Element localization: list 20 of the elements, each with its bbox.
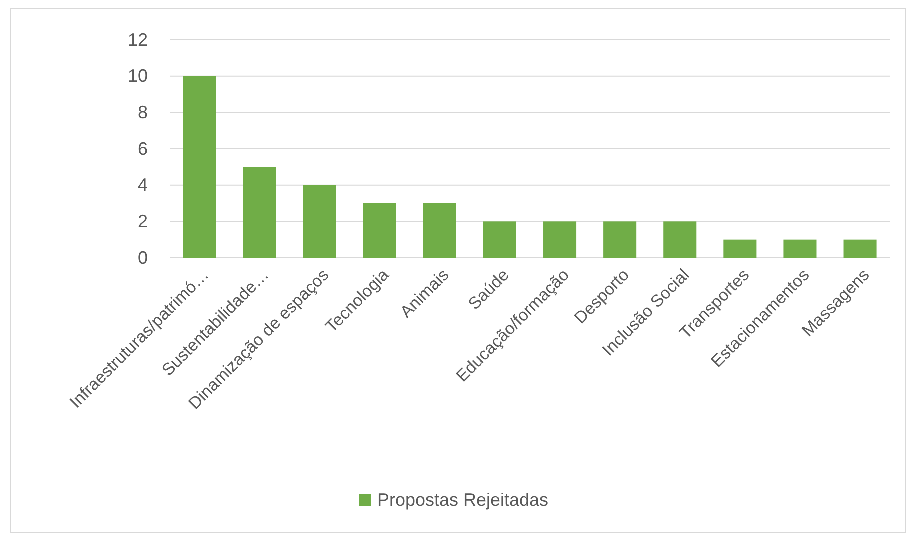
bar [423, 204, 456, 258]
bar [844, 240, 877, 258]
bar [544, 222, 577, 258]
bar [183, 76, 216, 258]
bar [724, 240, 757, 258]
y-tick-label: 2 [138, 211, 148, 232]
bar [243, 167, 276, 258]
y-tick-label: 0 [138, 248, 148, 268]
bar [303, 185, 336, 258]
legend-label: Propostas Rejeitadas [377, 490, 549, 510]
y-tick-label: 12 [128, 30, 148, 50]
bar [604, 222, 637, 258]
bar [363, 204, 396, 258]
bar [483, 222, 516, 258]
bar [784, 240, 817, 258]
y-tick-label: 6 [138, 138, 148, 159]
y-tick-label: 10 [128, 66, 148, 86]
bar [664, 222, 697, 258]
y-tick-label: 4 [138, 175, 148, 196]
y-tick-label: 8 [138, 102, 148, 122]
